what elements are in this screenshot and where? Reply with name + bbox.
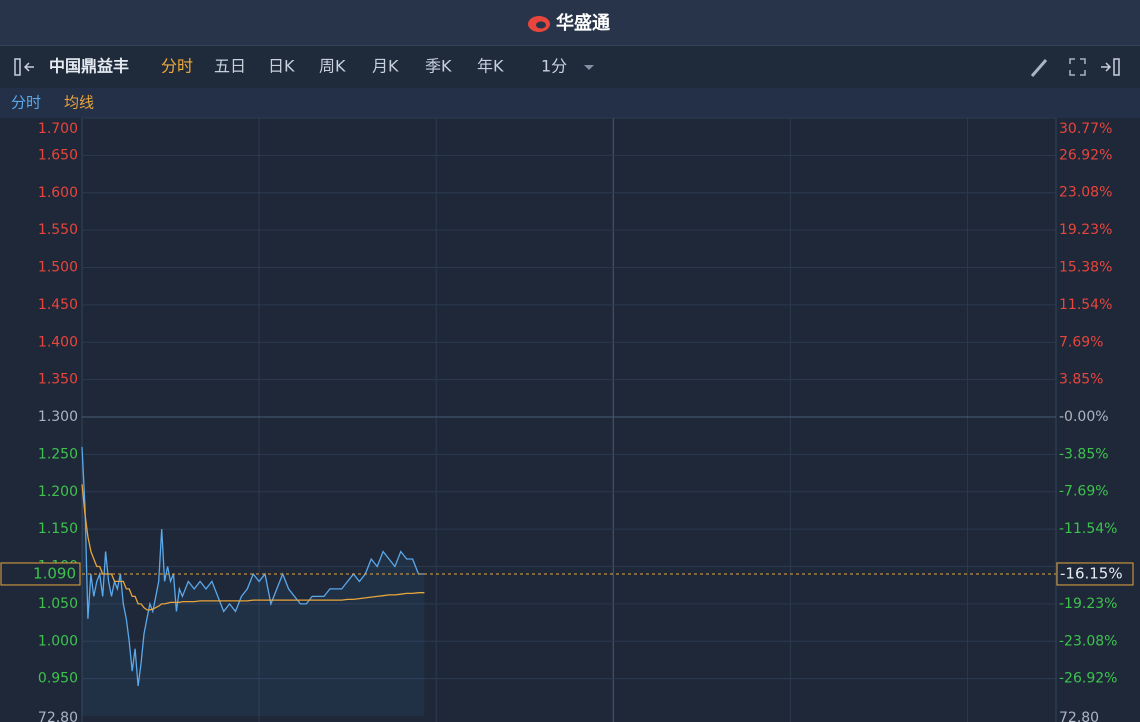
draw-icon[interactable]: [1030, 59, 1048, 77]
dropdown-arrow[interactable]: [584, 65, 594, 70]
title-bar: [0, 0, 1140, 45]
y2-tick-label: 19.23%: [1059, 222, 1112, 238]
interval-select[interactable]: 1分: [541, 57, 567, 76]
y2-tick-label: 7.69%: [1059, 334, 1103, 350]
y-tick-label: 1.550: [38, 222, 78, 238]
expand-icon[interactable]: [1101, 58, 1120, 76]
legend-bar: [0, 88, 1140, 118]
y2-tick-label: -3.85%: [1059, 446, 1109, 462]
y-tick-label: 0.950: [38, 671, 78, 687]
y-tick-label: 1.700: [38, 121, 78, 137]
y2-tick-label: -7.69%: [1059, 484, 1109, 500]
y-tick-label: 1.300: [38, 409, 78, 425]
y2-tick-label: -11.54%: [1059, 521, 1117, 537]
period-tab[interactable]: 季K: [425, 57, 452, 76]
volume-tick-label: 72.80: [1059, 710, 1099, 722]
y-tick-label: 1.200: [38, 484, 78, 500]
period-tab[interactable]: 分时: [161, 57, 193, 76]
last-change-label: -16.15%: [1060, 564, 1123, 582]
toolbar: [0, 45, 1140, 88]
y2-tick-label: 11.54%: [1059, 297, 1112, 313]
y2-tick-label: -23.08%: [1059, 633, 1117, 649]
last-price-label: 1.090: [33, 564, 76, 582]
volume-tick-label: 72.80: [38, 710, 78, 722]
period-tab[interactable]: 年K: [477, 57, 504, 76]
logo-icon: [528, 16, 550, 32]
y2-tick-label: -0.00%: [1059, 409, 1109, 425]
y2-tick-label: -26.92%: [1059, 671, 1117, 687]
y-tick-label: 1.500: [38, 260, 78, 276]
period-tab[interactable]: 日K: [268, 57, 295, 76]
y2-tick-label: 26.92%: [1059, 147, 1112, 163]
collapse-icon[interactable]: [14, 58, 34, 76]
y-tick-label: 1.650: [38, 147, 78, 163]
stock-name: 中国鼎益丰: [49, 57, 129, 76]
period-tab[interactable]: 月K: [372, 57, 399, 76]
y-tick-label: 1.050: [38, 596, 78, 612]
y-tick-label: 1.000: [38, 633, 78, 649]
last-change-box: [1056, 562, 1134, 586]
y-tick-label: 1.400: [38, 334, 78, 350]
y-tick-label: 1.450: [38, 297, 78, 313]
period-tab[interactable]: 周K: [319, 57, 346, 76]
y2-tick-label: 15.38%: [1059, 260, 1112, 276]
period-tab[interactable]: 五日: [214, 57, 246, 76]
price-area: [82, 446, 425, 716]
y2-tick-label: 30.77%: [1059, 121, 1112, 137]
average-line: [81, 484, 425, 611]
y2-tick-label: -19.23%: [1059, 596, 1117, 612]
legend-entry: 分时: [11, 94, 41, 112]
fullscreen-icon[interactable]: [1069, 58, 1086, 76]
y2-tick-label: 3.85%: [1059, 372, 1103, 388]
y2-tick-label: 23.08%: [1059, 185, 1112, 201]
last-price-box: [0, 562, 81, 586]
legend-entry: 均线: [64, 94, 94, 112]
logo-text: 华盛通: [556, 12, 610, 34]
y-tick-label: 1.250: [38, 446, 78, 462]
y-tick-label: 1.150: [38, 521, 78, 537]
y-tick-label: 1.600: [38, 185, 78, 201]
y-tick-label: 1.350: [38, 372, 78, 388]
